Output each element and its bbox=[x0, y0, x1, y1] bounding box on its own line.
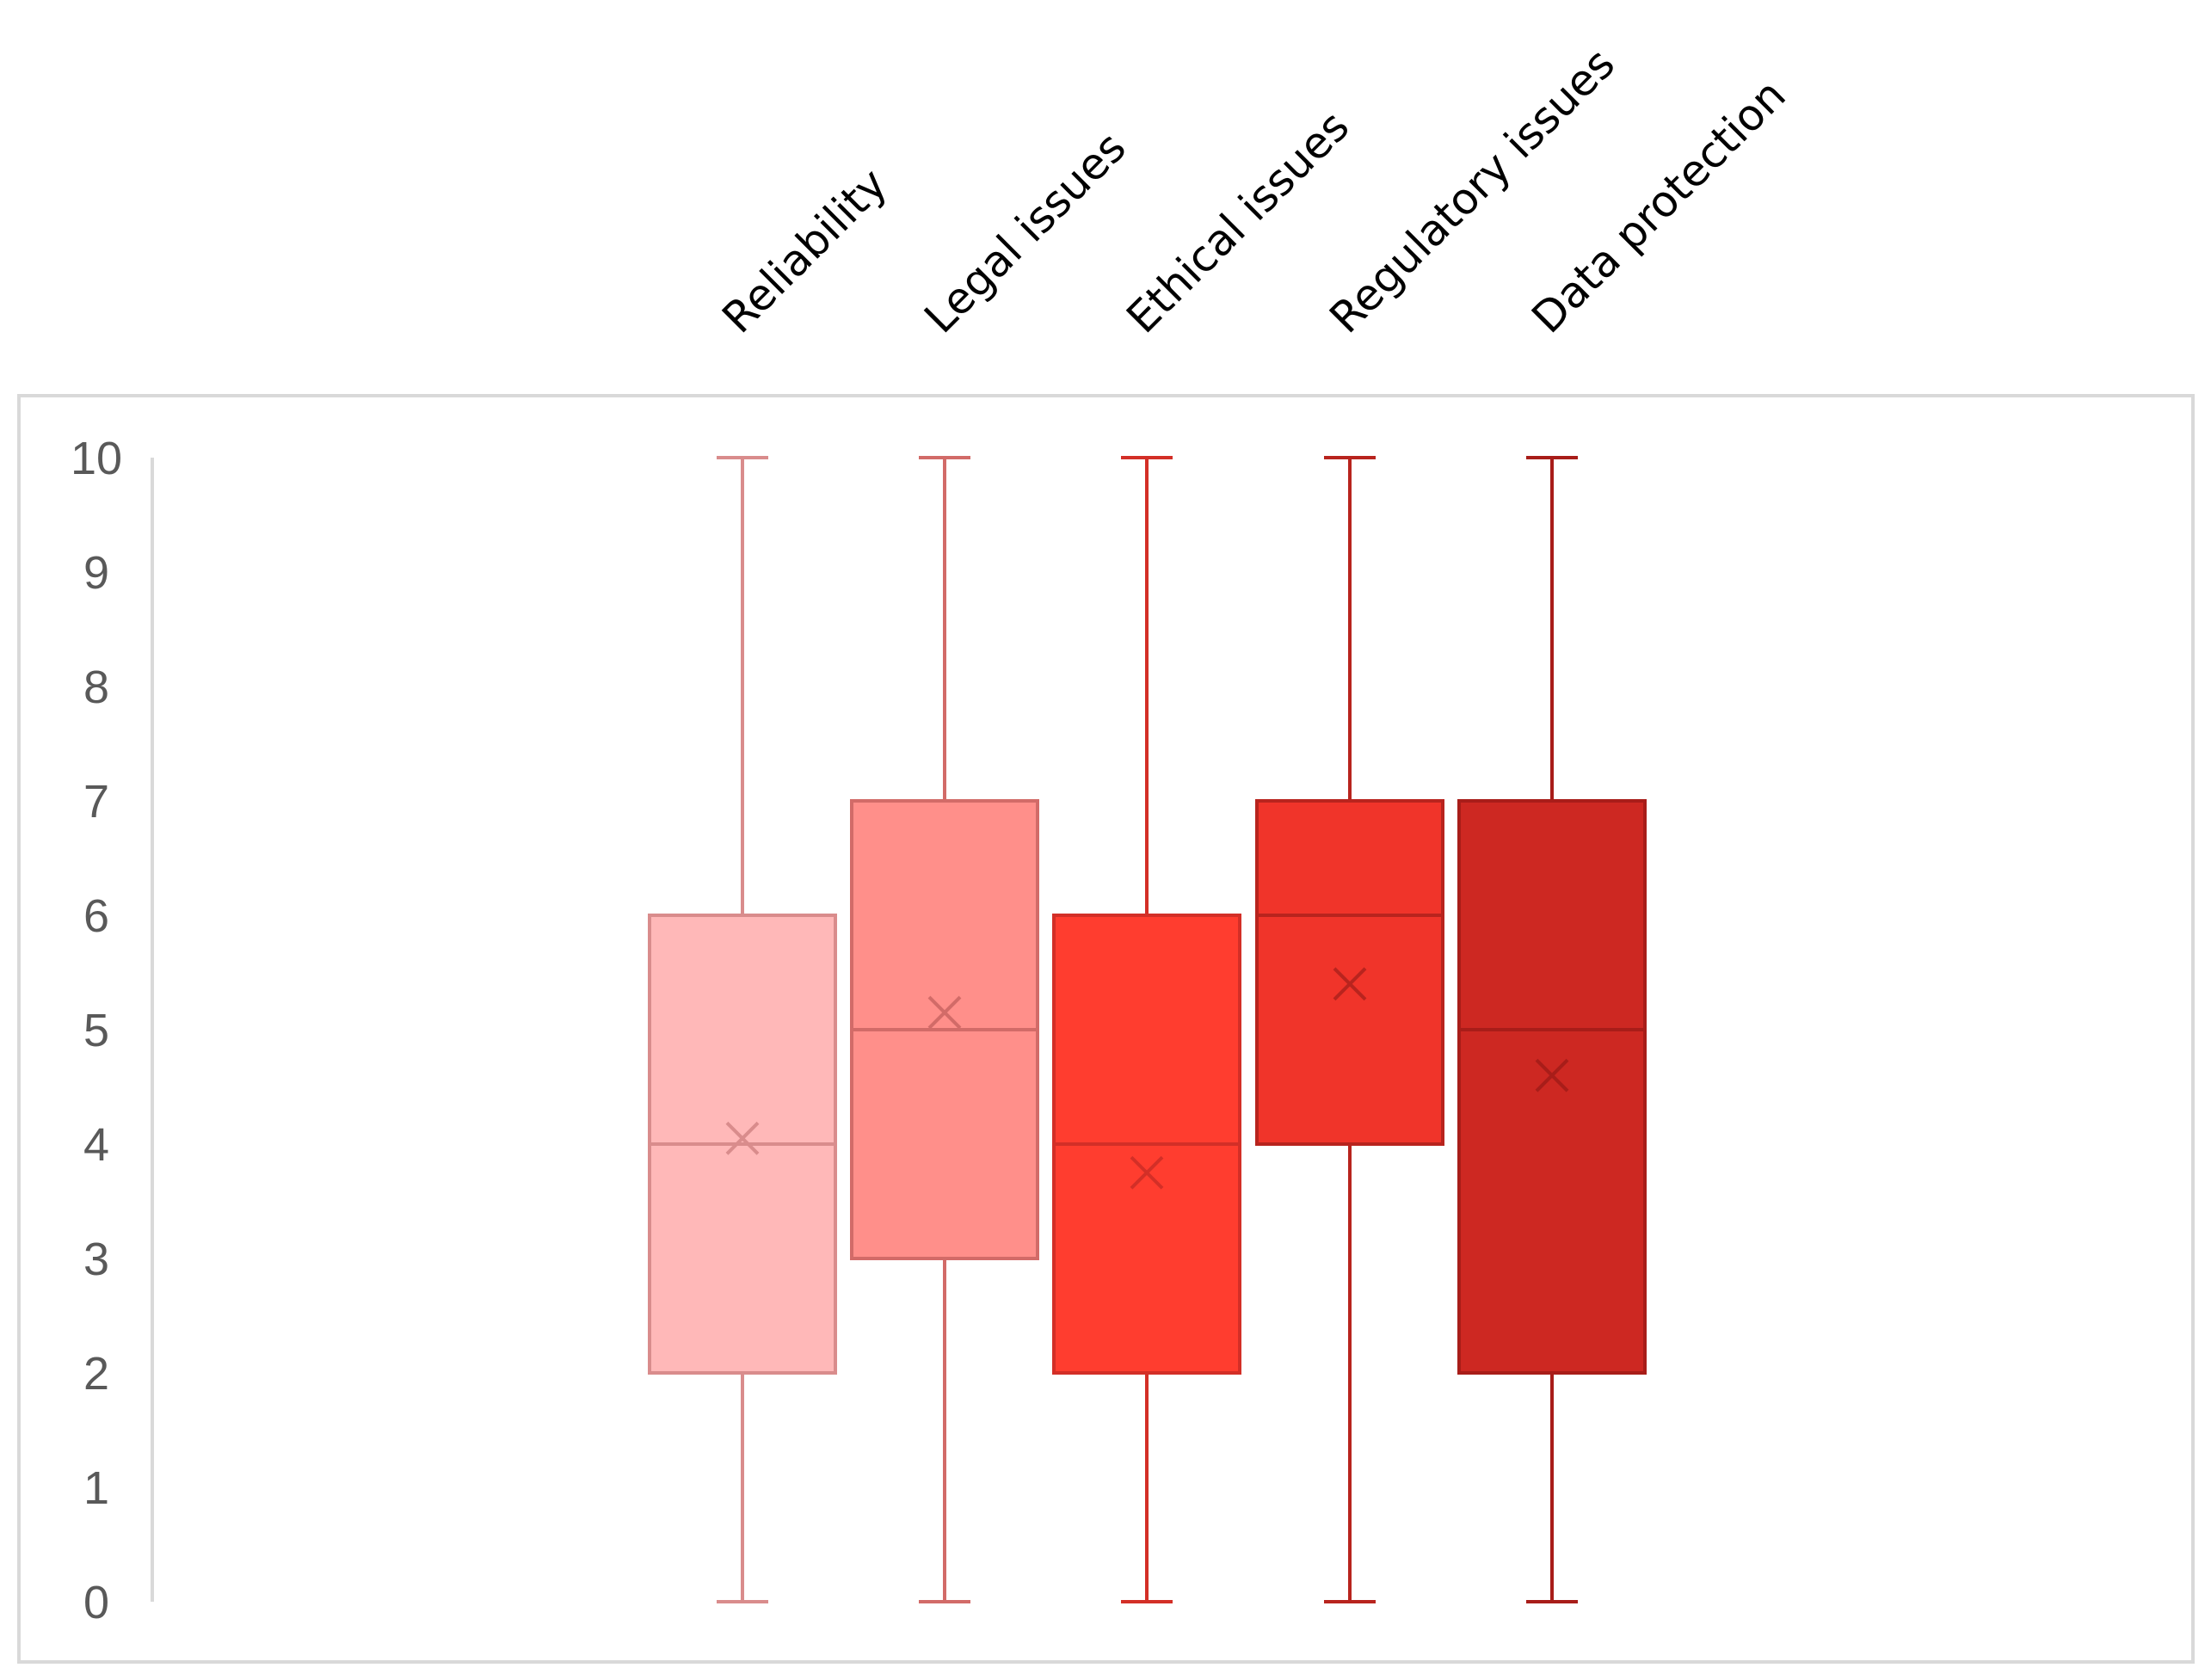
box-3 bbox=[1052, 456, 1241, 1603]
box-series bbox=[648, 456, 1647, 1603]
mean-marker bbox=[1333, 967, 1367, 1001]
y-tick-label: 7 bbox=[83, 776, 109, 828]
y-tick-label: 5 bbox=[83, 1005, 109, 1056]
y-tick-label: 6 bbox=[83, 890, 109, 942]
y-tick-label: 10 bbox=[71, 433, 122, 484]
iqr-box bbox=[1457, 799, 1647, 1375]
y-tick-label: 2 bbox=[83, 1348, 109, 1400]
mean-marker bbox=[927, 995, 962, 1030]
box-5 bbox=[1457, 456, 1647, 1603]
y-tick-label: 3 bbox=[83, 1234, 109, 1285]
box-1 bbox=[648, 456, 837, 1603]
category-label: Legal issues bbox=[915, 122, 1135, 342]
mean-marker bbox=[1130, 1155, 1164, 1190]
box-4 bbox=[1255, 456, 1444, 1603]
iqr-box bbox=[1255, 799, 1444, 1146]
y-tick-label: 9 bbox=[83, 547, 109, 599]
y-tick-label: 8 bbox=[83, 662, 109, 713]
mean-marker bbox=[725, 1121, 760, 1155]
y-tick-label: 0 bbox=[83, 1577, 109, 1628]
y-axis-ticks: 0 1 2 3 4 5 6 7 8 9 10 bbox=[71, 433, 122, 1628]
mean-marker bbox=[1535, 1058, 1569, 1092]
y-tick-label: 1 bbox=[83, 1462, 109, 1514]
box-2 bbox=[850, 456, 1039, 1603]
category-label: Reliability bbox=[712, 159, 896, 343]
y-tick-label: 4 bbox=[83, 1119, 109, 1171]
